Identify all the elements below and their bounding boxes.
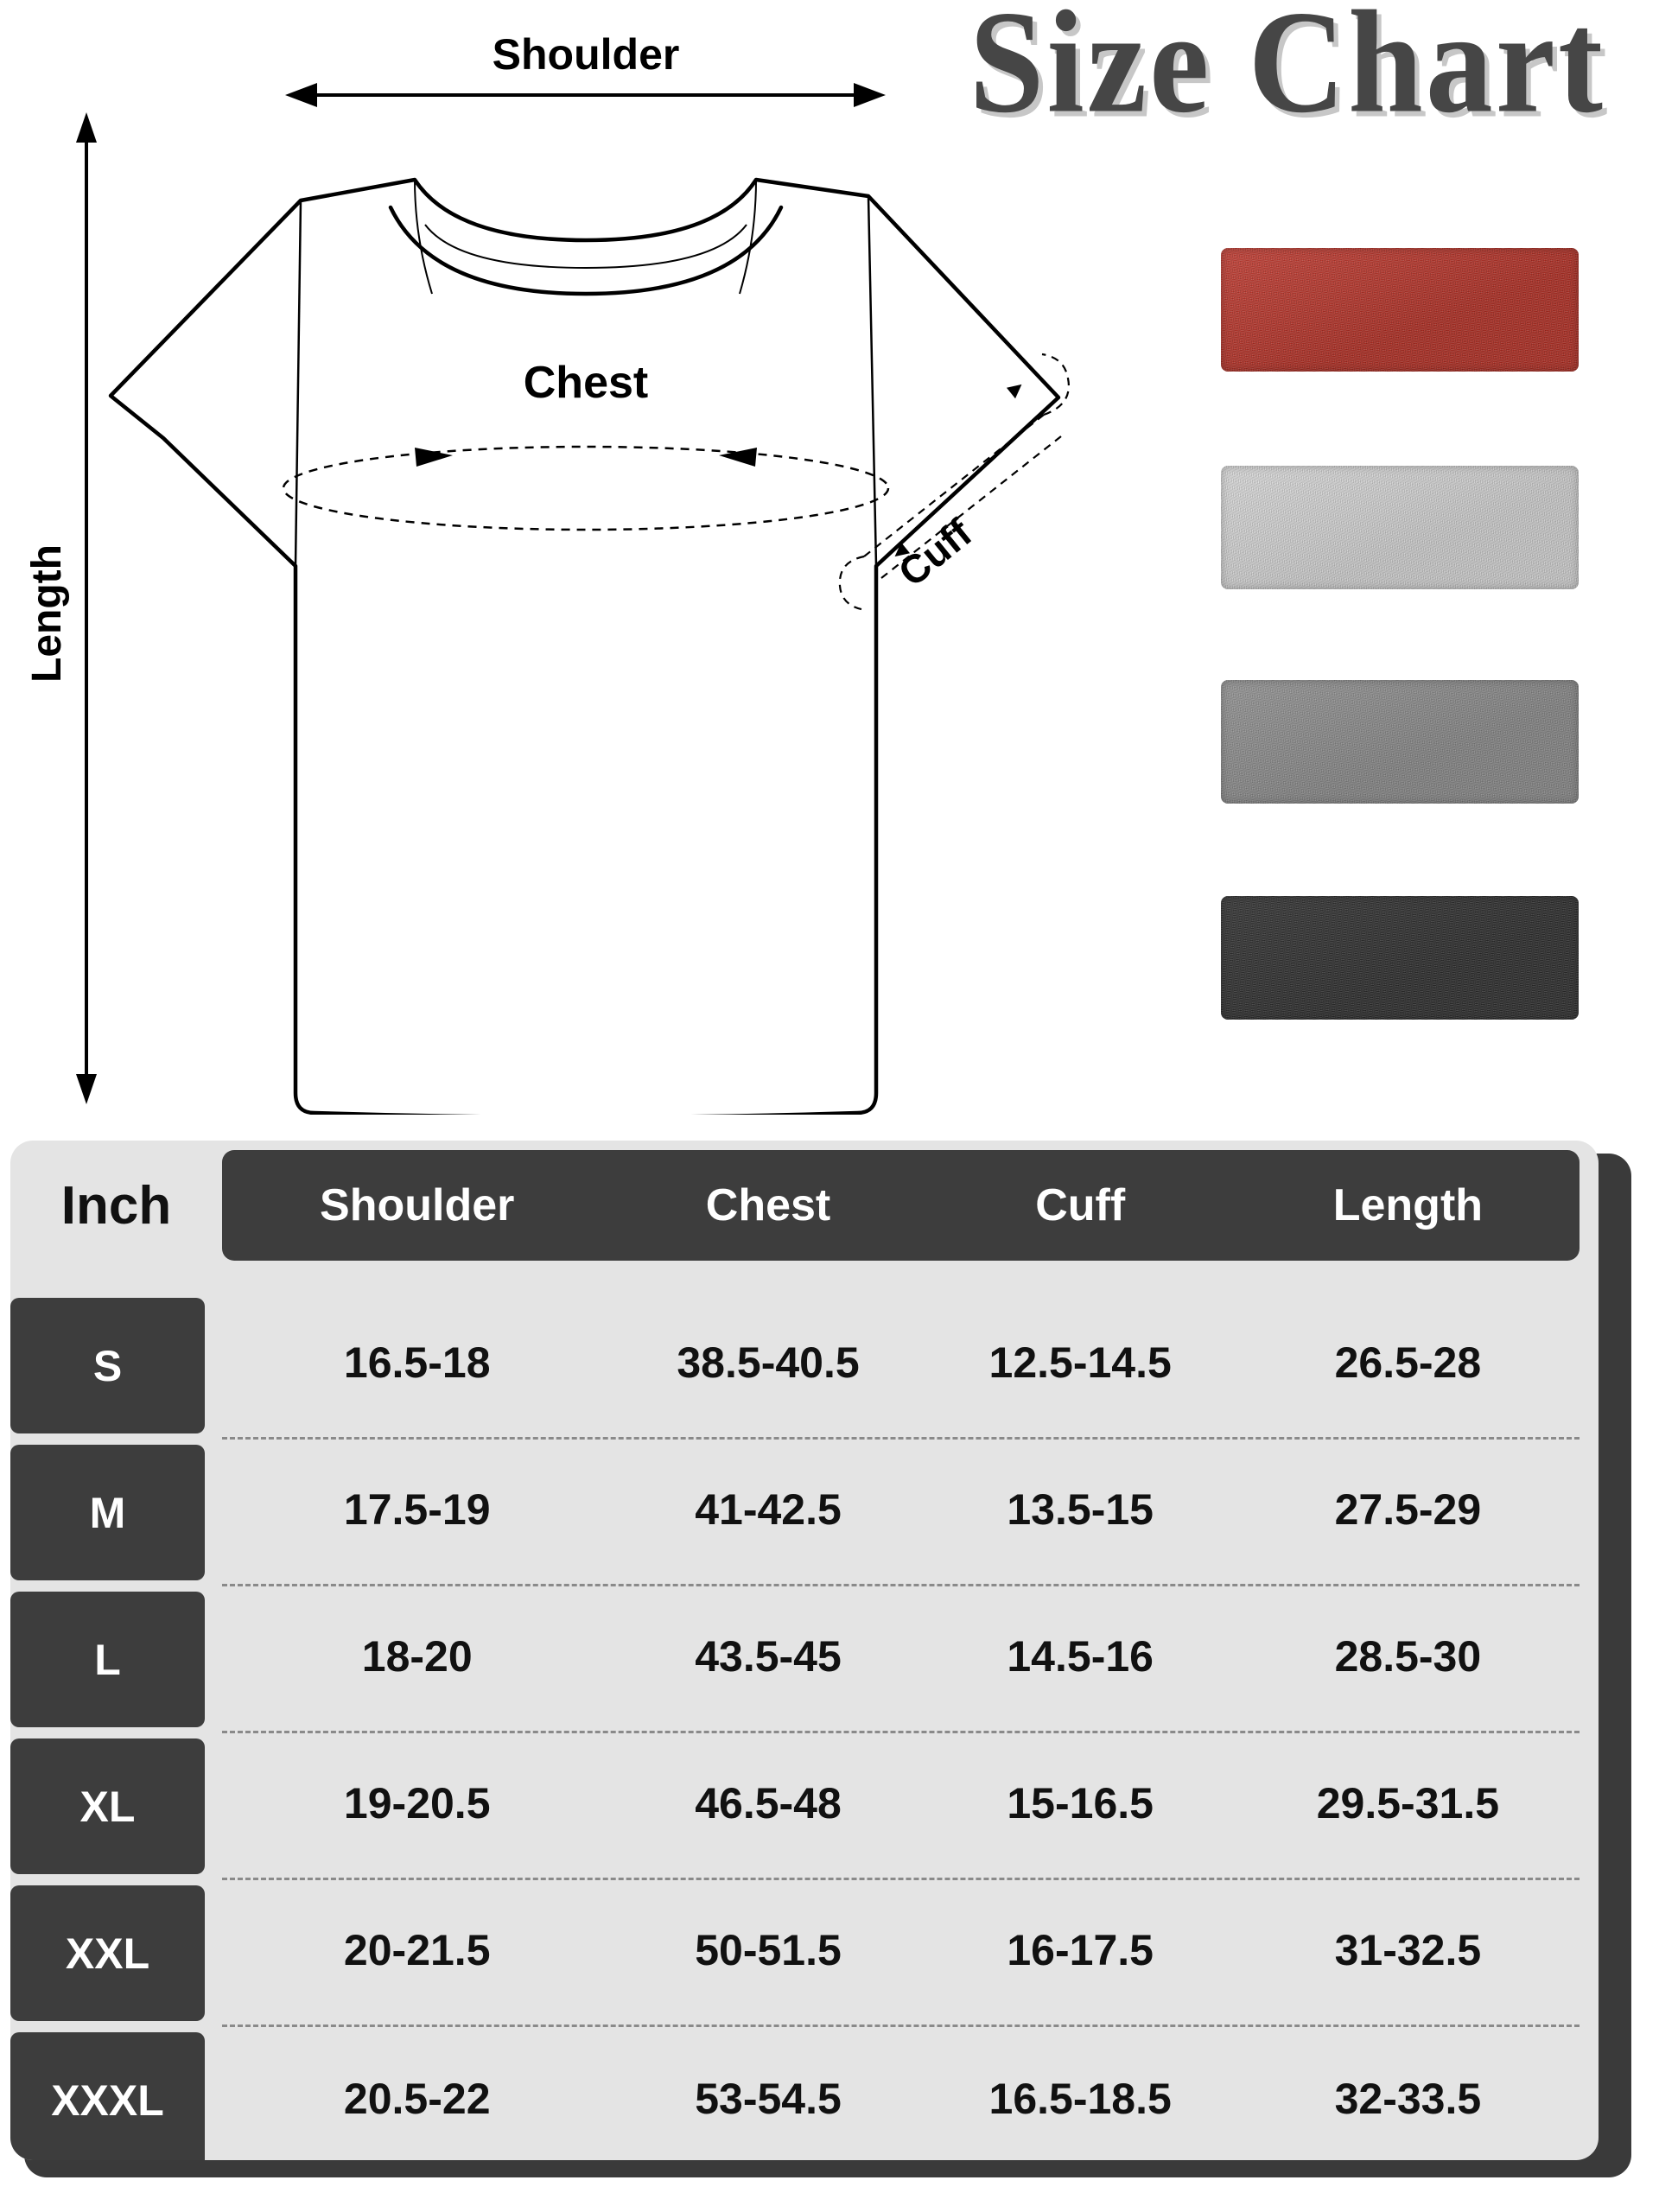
- svg-text:Shoulder: Shoulder: [493, 30, 680, 79]
- svg-text:Chest: Chest: [524, 358, 648, 408]
- svg-text:Length: Length: [26, 544, 70, 683]
